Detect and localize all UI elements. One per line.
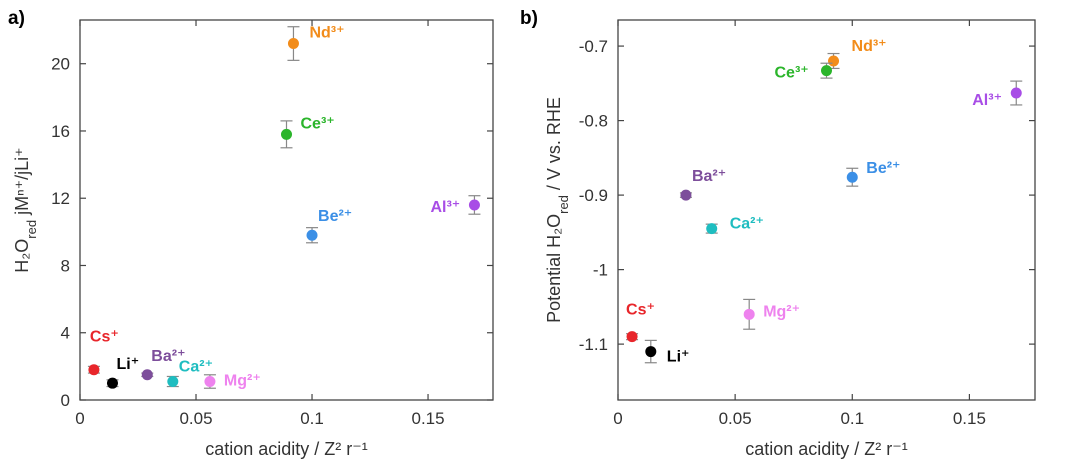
marker: [204, 376, 216, 388]
plot-frame: [79, 19, 494, 401]
ion-label: Ca²⁺: [179, 359, 213, 376]
x-tick-label: 0.05: [719, 409, 752, 428]
data-point-mg2-plus: Mg²⁺: [203, 373, 261, 390]
ion-label: Li⁺: [116, 356, 139, 373]
marker: [743, 308, 755, 320]
plot-frame: [617, 19, 1036, 401]
x-tick-label: 0.1: [840, 409, 864, 428]
marker: [88, 364, 100, 376]
x-tick-label: 0: [613, 409, 622, 428]
x-tick-label: 0.05: [179, 409, 212, 428]
data-point-ce3-plus: Ce³⁺: [775, 62, 833, 82]
x-tick-label: 0.1: [300, 409, 324, 428]
data-point-li-plus: Li⁺: [106, 356, 139, 389]
data-point-be2-plus: Be²⁺: [846, 160, 901, 187]
y-axis-title-subscript: red: [24, 220, 39, 239]
y-tick-label: -0.8: [579, 112, 608, 131]
data-point-cs-plus: Cs⁺: [87, 329, 119, 376]
ion-label: Ba²⁺: [692, 168, 726, 185]
marker: [645, 346, 657, 358]
marker: [1010, 87, 1022, 99]
y-tick-label: 8: [61, 256, 70, 275]
y-axis-title: H₂Ored jMⁿ⁺/jLi⁺: [12, 147, 39, 272]
marker: [141, 369, 153, 381]
ion-label: Ce³⁺: [775, 65, 809, 82]
ion-label: Mg²⁺: [763, 303, 800, 320]
x-tick-label: 0.15: [953, 409, 986, 428]
marker: [821, 65, 832, 77]
ion-label: Cs⁺: [626, 302, 655, 319]
x-tick-label: 0: [75, 409, 84, 428]
y-tick-label: -0.7: [579, 37, 608, 56]
marker: [468, 199, 480, 211]
data-point-nd3-plus: Nd³⁺: [827, 38, 887, 70]
y-tick-label: 4: [61, 324, 70, 343]
data-point-mg2-plus: Mg²⁺: [743, 298, 800, 330]
marker: [281, 128, 292, 140]
y-tick-label: -0.9: [579, 186, 608, 205]
ion-label: Nd³⁺: [309, 25, 344, 42]
y-tick-label: -1: [593, 261, 608, 280]
data-point-al3-plus: Al³⁺: [430, 195, 481, 216]
marker: [306, 229, 318, 241]
data-point-li-plus: Li⁺: [644, 339, 690, 366]
y-tick-label: 20: [51, 55, 70, 74]
y-axis-title-main: Potential H₂O: [544, 214, 564, 323]
ion-label: Be²⁺: [866, 160, 900, 177]
ion-label: Ba²⁺: [151, 348, 185, 365]
panel-label: b): [520, 8, 538, 29]
marker: [167, 376, 179, 388]
data-point-ca2-plus: Ca²⁺: [705, 216, 764, 235]
ion-label: Cs⁺: [90, 329, 119, 346]
ion-label: Ce³⁺: [301, 115, 335, 132]
y-tick-label: 16: [51, 122, 70, 141]
y-axis-title-rest: jMⁿ⁺/jLi⁺: [12, 147, 32, 220]
ion-label: Li⁺: [667, 349, 690, 366]
data-point-al3-plus: Al³⁺: [972, 80, 1023, 109]
y-axis-title-main: H₂O: [12, 239, 32, 273]
marker: [846, 171, 858, 183]
ion-label: Al³⁺: [430, 199, 460, 216]
y-axis-title: Potential H₂Ored / V vs. RHE: [544, 97, 571, 323]
ion-label: Nd³⁺: [852, 38, 887, 55]
chart-panel-a: a) 0 0.05 0.1 0.15 0 4 8 12 16 20 cation acidity / …: [8, 8, 494, 459]
ion-label: Al³⁺: [972, 92, 1002, 109]
y-axis-title-subscript: red: [556, 195, 571, 214]
y-tick-label: 12: [51, 189, 70, 208]
ion-label: Ca²⁺: [730, 216, 764, 233]
marker: [680, 189, 692, 201]
panel-label: a): [8, 8, 25, 29]
data-point-ca2-plus: Ca²⁺: [166, 359, 213, 388]
data-point-ba2-plus: Ba²⁺: [141, 348, 186, 381]
y-axis-title-rest: / V vs. RHE: [544, 97, 564, 195]
x-axis-title: cation acidity / Z² r⁻¹: [745, 439, 908, 459]
marker: [106, 377, 118, 389]
marker: [828, 55, 840, 67]
ion-label: Mg²⁺: [224, 373, 261, 390]
data-point-cs-plus: Cs⁺: [626, 302, 655, 343]
x-axis-title: cation acidity / Z² r⁻¹: [205, 439, 368, 459]
ion-label: Be²⁺: [318, 208, 352, 225]
y-tick-label: -1.1: [579, 335, 608, 354]
chart-panel-b: b) 0 0.05 0.1 0.15 -1.1 -1 -0.9 -0.8 -0.7 cation a…: [520, 8, 1036, 459]
y-tick-label: 0: [61, 391, 70, 410]
data-point-nd3-plus: Nd³⁺: [287, 25, 345, 61]
x-tick-label: 0.15: [411, 409, 444, 428]
data-point-ce3-plus: Ce³⁺: [280, 115, 335, 149]
data-point-be2-plus: Be²⁺: [306, 208, 352, 244]
marker: [706, 223, 718, 235]
data-point-ba2-plus: Ba²⁺: [679, 168, 726, 201]
marker: [626, 331, 638, 343]
marker: [287, 38, 299, 50]
